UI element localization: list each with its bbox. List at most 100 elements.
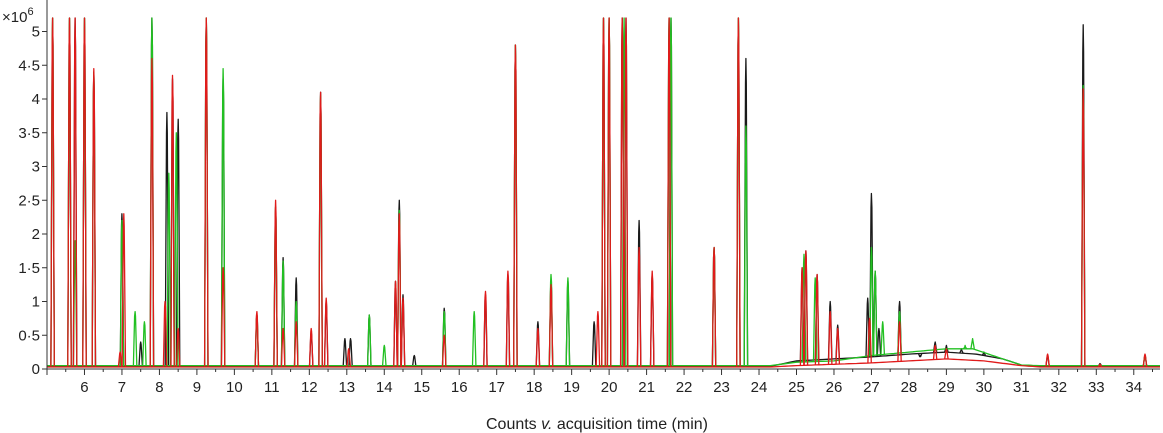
series-peak <box>827 310 833 365</box>
series-peak <box>393 280 398 368</box>
series-peak <box>254 310 260 368</box>
series-peak <box>1080 88 1086 368</box>
x-tick-label: 24 <box>751 379 768 396</box>
y-tick-label: 0 <box>32 361 40 378</box>
series-peak <box>441 310 447 366</box>
series-peak <box>273 199 278 368</box>
series-peak <box>67 17 72 368</box>
series-peak <box>132 310 138 366</box>
series-baseline <box>47 348 1160 367</box>
series-peak <box>872 270 878 356</box>
series-peak <box>711 246 717 368</box>
series-peak <box>381 344 387 366</box>
x-tick-label: 16 <box>451 379 468 396</box>
series-peak <box>1045 353 1050 368</box>
series-peak <box>897 321 902 362</box>
series-peak <box>162 300 168 368</box>
series-3 <box>47 17 1160 368</box>
series-peak <box>170 74 175 368</box>
series-peak <box>606 17 612 368</box>
y-tick-label: 2 <box>32 226 40 243</box>
x-tick-label: 21 <box>638 379 655 396</box>
series-peak <box>876 327 882 357</box>
series-peak <box>591 321 597 367</box>
x-tick-label: 9 <box>193 379 201 396</box>
series-peak <box>348 337 353 367</box>
x-tick-label: 32 <box>1050 379 1067 396</box>
series-peak <box>91 67 97 368</box>
series-peak <box>220 267 226 368</box>
y-tick-label: 3 <box>32 159 40 176</box>
x-tick-label: 27 <box>863 379 880 396</box>
series-peak <box>121 213 127 368</box>
series-peak <box>346 348 352 368</box>
series-peak <box>293 321 299 368</box>
series-peak <box>82 17 87 368</box>
series-peak <box>865 297 871 358</box>
series-peak <box>565 277 571 366</box>
y-tick-label: 0·5 <box>18 327 40 344</box>
series-peak <box>1142 353 1148 368</box>
x-tick-label: 7 <box>118 379 126 396</box>
series-peak <box>220 67 226 366</box>
series-peak <box>149 57 155 368</box>
y-tick-label: 1 <box>32 294 40 311</box>
series-peak <box>483 290 488 368</box>
series-peak <box>318 91 323 368</box>
series-peak <box>736 17 741 368</box>
series-peak <box>396 213 402 368</box>
x-tick-label: 8 <box>155 379 163 396</box>
series-peak <box>799 267 805 366</box>
x-tick-label: 11 <box>264 379 280 396</box>
series-peak <box>601 17 606 368</box>
x-tick-label: 17 <box>488 379 505 396</box>
series-peak <box>203 17 209 368</box>
x-tick-label: 18 <box>526 379 543 396</box>
series-peak <box>869 246 874 356</box>
series-peak <box>535 327 541 368</box>
series-peak <box>970 337 975 349</box>
y-tick-label: 4·5 <box>18 57 40 74</box>
series-peak <box>880 321 886 355</box>
y-tick-label: 2·5 <box>18 192 40 209</box>
x-tick-label: 22 <box>676 379 693 396</box>
x-tick-label: 30 <box>976 379 993 396</box>
series-peak <box>117 351 123 368</box>
series-baseline <box>47 358 1160 368</box>
y-axis-multiplier: ×106 <box>2 6 34 26</box>
series-peak <box>917 353 923 358</box>
series-peak <box>471 310 477 366</box>
series-peak <box>623 17 629 368</box>
series-peak <box>814 273 820 365</box>
series-peak <box>280 260 286 366</box>
x-tick-label: 10 <box>226 379 243 396</box>
series-peak <box>505 270 511 368</box>
x-tick-label: 12 <box>301 379 318 396</box>
series-peak <box>323 297 329 368</box>
series-peak <box>636 246 642 368</box>
x-tick-label: 28 <box>901 379 918 396</box>
series-peak <box>835 327 841 365</box>
series-peak <box>649 270 655 368</box>
series-peak <box>366 314 372 366</box>
x-tick-label: 20 <box>601 379 618 396</box>
series-peak <box>72 17 78 368</box>
series-peak <box>1097 363 1103 368</box>
series-peak <box>867 317 872 364</box>
series-peak <box>932 344 938 360</box>
series-peak <box>803 250 809 366</box>
series-peak <box>411 354 417 367</box>
x-tick-label: 29 <box>938 379 955 396</box>
series-peak <box>962 344 968 350</box>
series-peak <box>743 125 749 366</box>
x-tick-label: 19 <box>563 379 580 396</box>
series-peak <box>944 348 949 359</box>
series-baseline <box>47 351 1160 367</box>
series-peak <box>619 17 625 368</box>
x-tick-label: 31 <box>1013 379 1030 396</box>
series-peak <box>50 17 55 368</box>
x-tick-label: 13 <box>338 379 355 396</box>
x-tick-label: 34 <box>1125 379 1142 396</box>
y-tick-label: 1·5 <box>18 260 40 277</box>
